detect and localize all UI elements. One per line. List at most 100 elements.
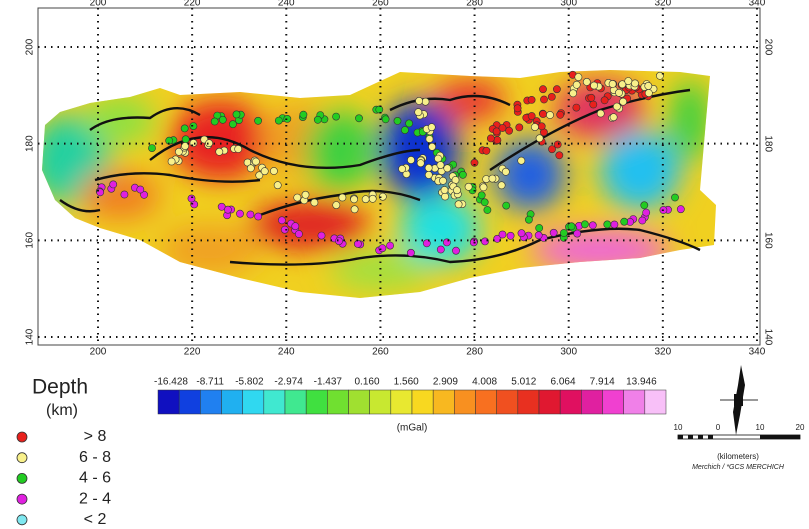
- legend-swatch: [16, 431, 28, 443]
- earthquake: [181, 135, 190, 144]
- earthquake: [317, 231, 326, 240]
- earthquake: [361, 195, 370, 204]
- earthquake: [174, 147, 183, 156]
- legend-label: 4 - 6: [79, 470, 111, 487]
- colorbar-cell: [602, 389, 624, 415]
- colorbar-cell: [411, 389, 434, 415]
- earthquake: [428, 142, 436, 151]
- earthquake: [506, 231, 515, 240]
- colorbar-cell: [623, 389, 646, 415]
- earthquake: [486, 134, 495, 143]
- colorbar-label: 6.064: [550, 377, 575, 388]
- legend-swatch: [16, 452, 28, 464]
- x-tick-label: 300: [560, 0, 577, 9]
- earthquake: [535, 134, 544, 143]
- earthquake: [567, 222, 576, 231]
- y-tick-label: 140: [762, 329, 773, 346]
- earthquake: [644, 89, 653, 97]
- x-tick-label: 220: [184, 0, 201, 9]
- colorbar-label: 13.946: [626, 377, 657, 388]
- earthquake: [546, 111, 554, 119]
- colorbar-cell: [263, 389, 286, 415]
- earthquake: [443, 164, 452, 173]
- earthquake: [479, 183, 488, 192]
- earthquake: [332, 201, 341, 209]
- colorbar-label: -16.428: [154, 377, 188, 388]
- x-tick-label: 200: [90, 0, 107, 9]
- earthquake: [436, 161, 445, 169]
- earthquake: [492, 127, 501, 136]
- earthquake: [458, 170, 467, 179]
- scale-label: 10: [756, 423, 765, 432]
- legend-label: > 8: [84, 428, 107, 445]
- earthquake: [355, 114, 363, 123]
- earthquake: [481, 237, 489, 246]
- earthquake: [553, 85, 561, 94]
- colorbar-unit: (mGal): [397, 423, 428, 434]
- earthquake: [136, 185, 145, 194]
- earthquake: [421, 97, 430, 106]
- y-tick-label: 180: [25, 135, 36, 152]
- earthquake: [414, 108, 423, 117]
- x-tick-label: 240: [278, 0, 295, 9]
- earthquake: [313, 115, 322, 124]
- earthquake: [398, 164, 406, 173]
- y-tick-label: 160: [25, 232, 36, 249]
- earthquake: [232, 110, 241, 119]
- earthquake: [515, 123, 524, 132]
- earthquake: [574, 73, 583, 81]
- earthquake: [218, 115, 227, 124]
- colorbar-cell: [369, 389, 392, 415]
- legend: > 8 6 - 8 4 - 6 2 - 4 < 2: [16, 428, 111, 528]
- earthquake: [527, 112, 536, 120]
- earthquake: [440, 186, 449, 194]
- earthquake: [405, 119, 413, 128]
- earthquake: [603, 220, 612, 229]
- earthquake: [631, 79, 639, 88]
- legend-label: 6 - 8: [79, 449, 111, 466]
- colorbar-cell: [390, 389, 413, 415]
- earthquake: [531, 123, 539, 131]
- legend-swatch: [16, 493, 28, 505]
- colorbar-label: 1.560: [394, 377, 419, 388]
- earthquake: [407, 156, 415, 164]
- earthquake: [189, 122, 198, 130]
- earthquake: [180, 124, 189, 133]
- scale-segment: [698, 435, 703, 439]
- colorbar-label: 0.160: [354, 377, 379, 388]
- earthquake: [425, 135, 434, 143]
- colorbar-cell: [242, 389, 265, 415]
- earthquake: [582, 78, 591, 86]
- earthquake: [615, 88, 623, 97]
- colorbar-cell: [475, 389, 497, 415]
- earthquake: [254, 116, 262, 125]
- colorbar: -16.428 -8.711 -5.802 -2.974 -1.437 0.160 1.56…: [154, 377, 667, 415]
- earthquake: [422, 239, 431, 248]
- credit: Merchich / *GCS MERCHICH: [692, 464, 785, 471]
- scale-segment: [708, 435, 713, 439]
- earthquake: [350, 195, 358, 204]
- colorbar-cell: [517, 389, 540, 415]
- earthquake: [294, 230, 303, 238]
- earthquake: [613, 102, 621, 111]
- earthquake: [539, 110, 547, 118]
- colorbar-label: 4.008: [472, 377, 497, 388]
- earthquake: [488, 174, 497, 183]
- earthquake: [283, 115, 292, 123]
- earthquake: [517, 229, 526, 238]
- earthquake: [610, 220, 619, 229]
- earthquake: [547, 93, 556, 101]
- earthquake: [534, 231, 543, 240]
- colorbar-cell: [200, 389, 222, 415]
- earthquake: [572, 80, 581, 89]
- earthquake: [228, 120, 237, 129]
- colorbar-cell: [454, 389, 476, 415]
- earthquake: [436, 245, 445, 254]
- earthquake: [573, 229, 582, 238]
- earthquake: [483, 206, 492, 214]
- earthquake: [498, 230, 507, 239]
- colorbar-label: -2.974: [274, 377, 303, 388]
- x-tick-label: 340: [749, 0, 766, 9]
- earthquake: [109, 180, 118, 189]
